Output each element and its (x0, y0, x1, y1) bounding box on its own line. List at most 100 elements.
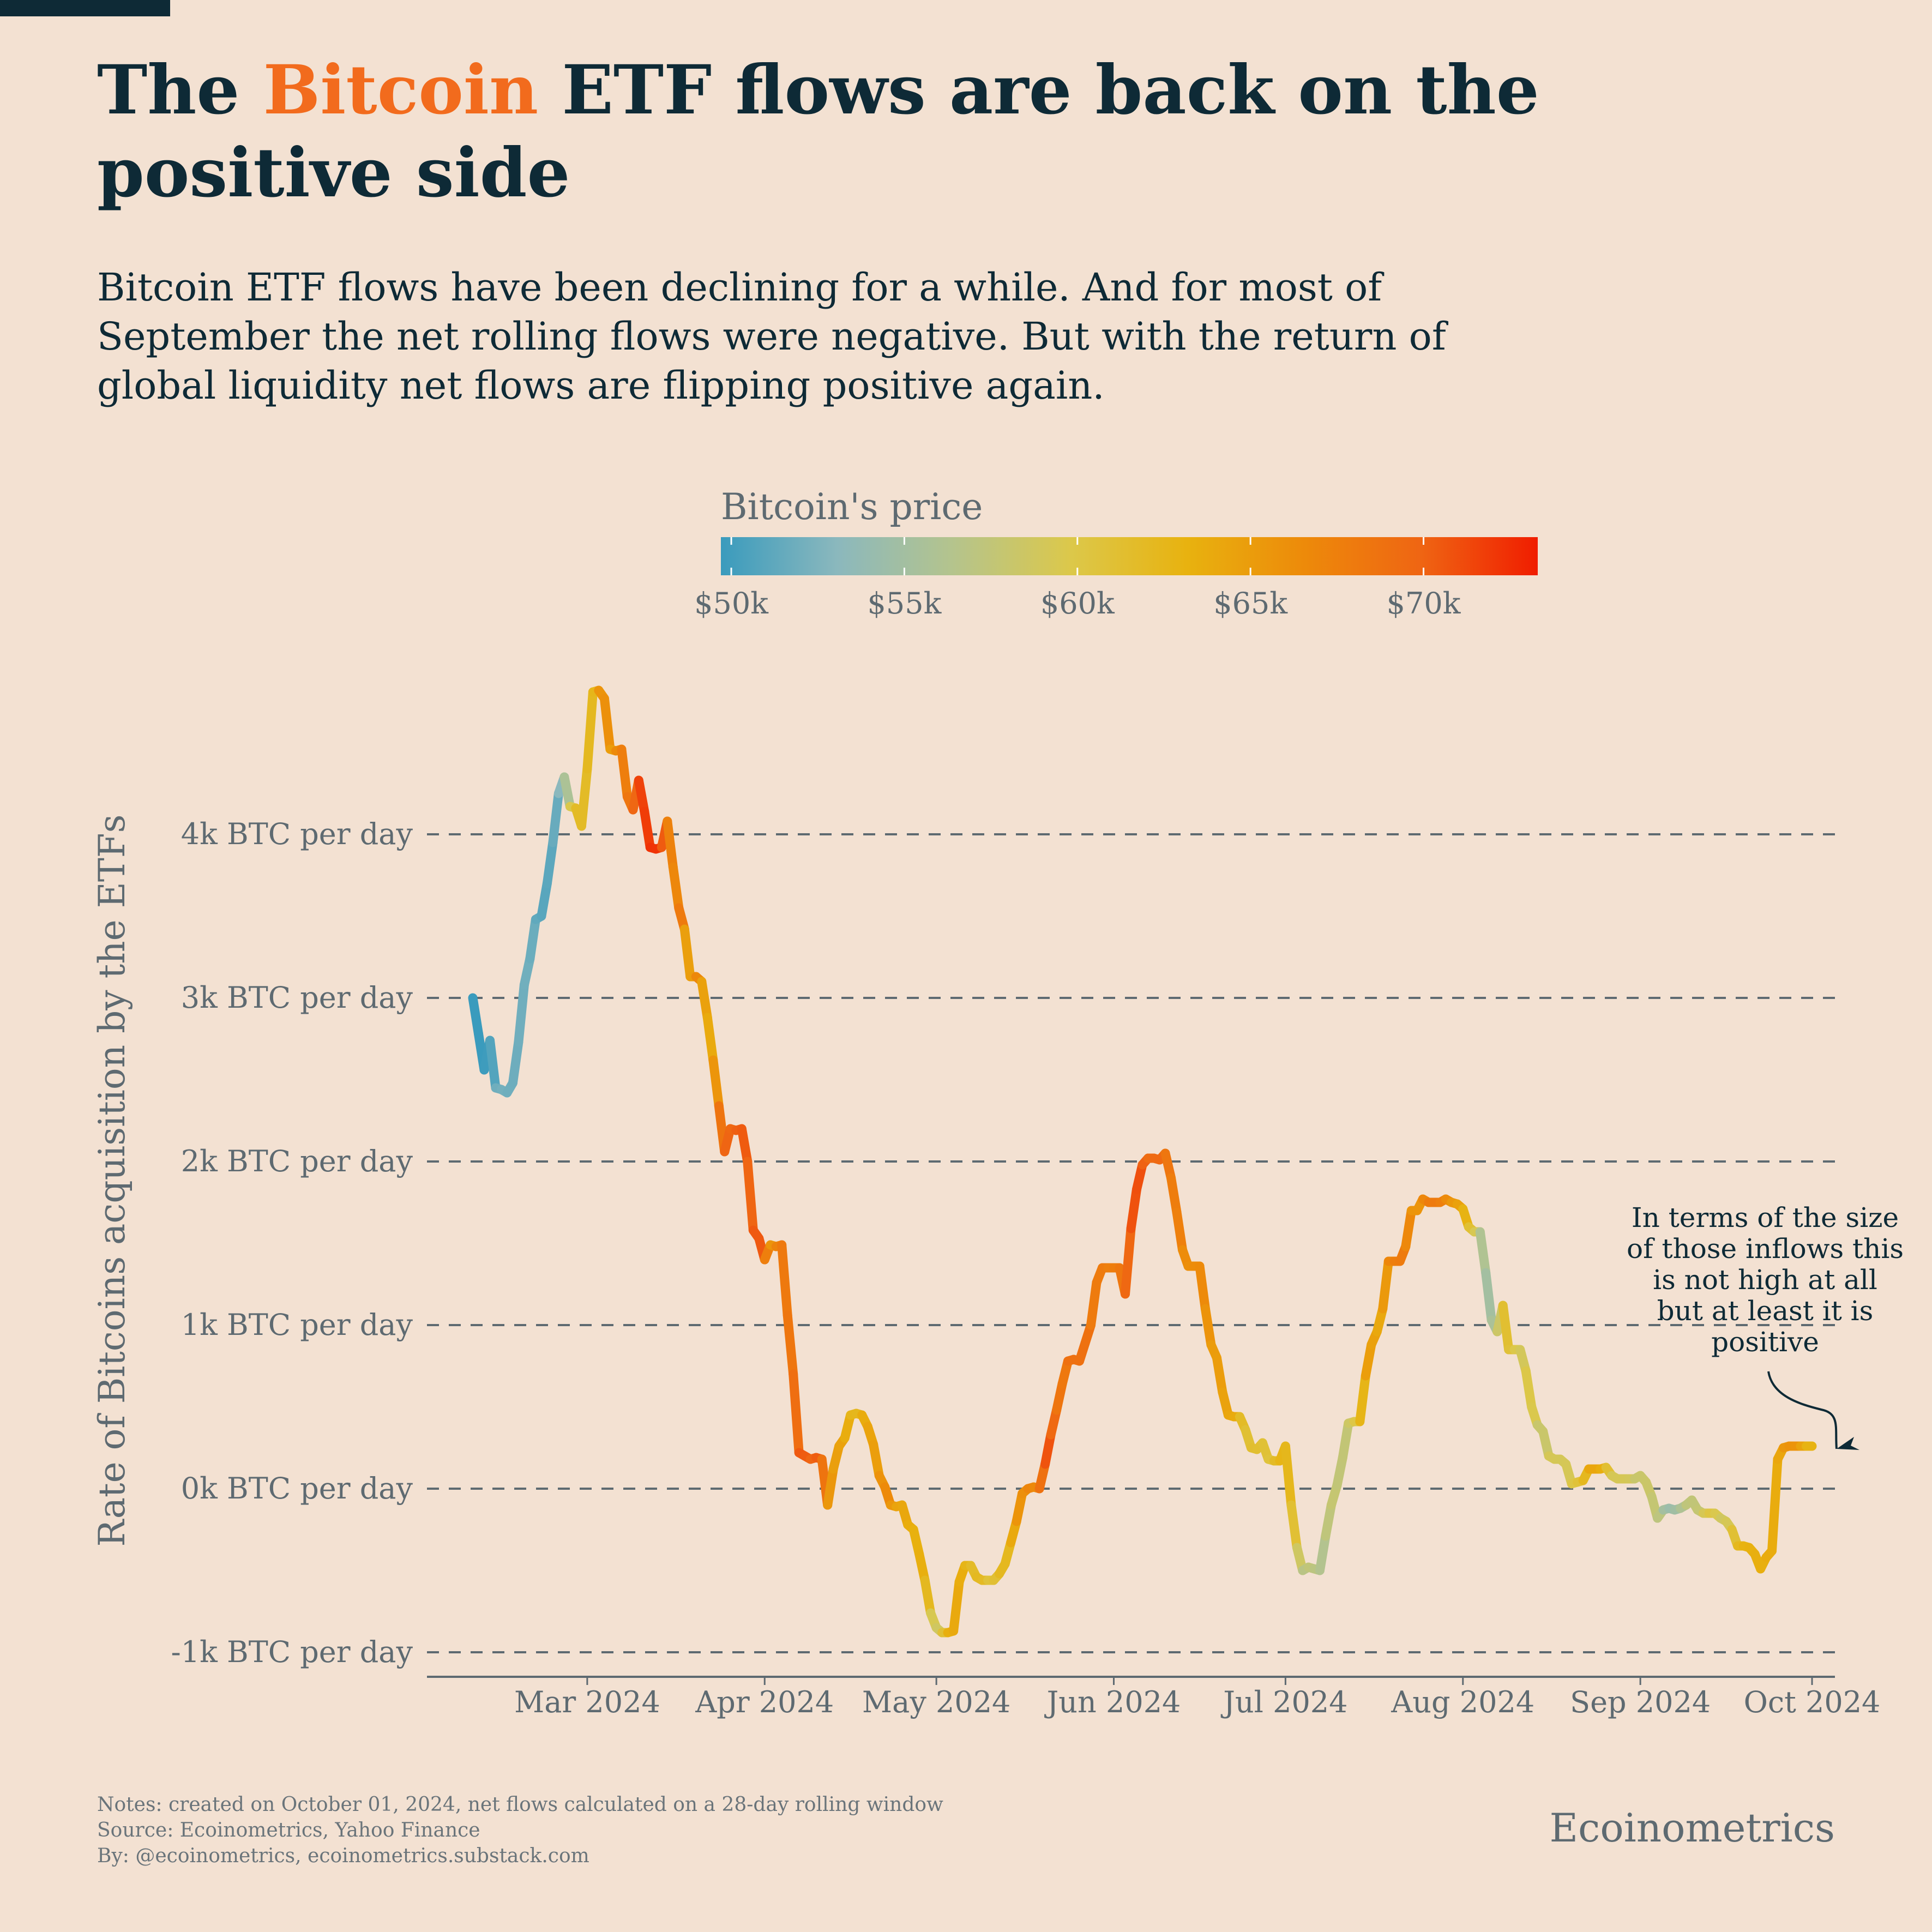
annotation-text: of those inflows this (1627, 1233, 1904, 1265)
series-segment (468, 993, 483, 1039)
series-segment (1166, 1173, 1182, 1217)
annotation-arrow (1767, 1371, 1838, 1449)
gridlines (427, 833, 1835, 1653)
annotation-text: positive (1711, 1326, 1819, 1358)
series-segment (485, 1036, 501, 1093)
colorbar-tick-label: $55k (868, 586, 942, 621)
series-segment (663, 816, 678, 872)
series-segment (1315, 1531, 1331, 1575)
series-segment (708, 1055, 724, 1111)
series-segment (697, 977, 712, 1022)
title-part-2: ETF flows are back on the positive side (97, 51, 1539, 213)
series-segment (783, 1310, 798, 1379)
series-segment (1401, 1206, 1416, 1251)
series-segment (1121, 1224, 1136, 1299)
title-highlight: Bitcoin (263, 51, 539, 130)
y-axis-tick-labels: -1k BTC per day 0k BTC per day 1k BTC per … (171, 817, 413, 1669)
series-segment (537, 878, 552, 921)
x-axis-ticks: Mar 2024 Apr 2024 May 2024 Jun 2024 Jul 2024… (514, 1677, 1880, 1719)
colorbar-tick-label: $65k (1213, 586, 1288, 621)
series-segment (1212, 1353, 1227, 1397)
y-tick-label: 1k BTC per day (181, 1308, 413, 1342)
series-segment (599, 694, 615, 754)
annotation-text: is not high at all (1653, 1264, 1877, 1296)
x-tick-label: Sep 2024 (1570, 1685, 1711, 1719)
series-segment (548, 789, 563, 847)
series-segment (668, 862, 684, 913)
series-segment (1475, 1227, 1491, 1278)
y-tick-label: -1k BTC per day (171, 1635, 413, 1669)
series-segment (576, 764, 592, 831)
colorbar-title: Bitcoin's price (721, 486, 983, 528)
chart-subtitle: Bitcoin ETF flows have been declining fo… (97, 265, 1446, 408)
colorbar-tick-label: $60k (1040, 586, 1115, 621)
series-segment (949, 1577, 964, 1636)
series-segment (1200, 1304, 1216, 1350)
series-segment (920, 1575, 936, 1618)
series-segment (1321, 1500, 1336, 1541)
annotation-arrowhead (1837, 1437, 1859, 1450)
series-segment (1195, 1261, 1210, 1314)
x-tick-label: Jun 2024 (1044, 1685, 1181, 1719)
series-segment (1332, 1453, 1347, 1490)
series-segment (582, 687, 598, 774)
y-tick-label: 0k BTC per day (181, 1471, 413, 1506)
annotation-text: but at least it is (1657, 1295, 1874, 1327)
series-segment (679, 924, 695, 982)
series-segment (702, 1013, 718, 1065)
x-tick-label: Jul 2024 (1220, 1685, 1347, 1719)
series-segment (869, 1440, 884, 1480)
x-tick-label: Oct 2024 (1744, 1685, 1881, 1719)
series-segment (1126, 1184, 1141, 1233)
notes-line: Notes: created on October 01, 2024, net … (97, 1793, 943, 1816)
corner-accent-bar (0, 0, 170, 16)
colorbar: Bitcoin's price $50k $55k $60k $65k $70k (694, 486, 1538, 621)
series-segment (525, 914, 540, 964)
series-segment (823, 1464, 838, 1510)
source-line: Source: Ecoinometrics, Yahoo Finance (97, 1819, 480, 1841)
y-axis-title: Rate of Bitcoins acquisition by the ETFs (91, 814, 133, 1546)
y-tick-label: 4k BTC per day (181, 817, 413, 851)
series-segment (1521, 1366, 1537, 1412)
series-segment (1361, 1340, 1376, 1381)
series-segment (1280, 1441, 1296, 1510)
series-line (468, 685, 1817, 1638)
x-tick-label: Mar 2024 (514, 1685, 660, 1719)
footer-notes: Notes: created on October 01, 2024, net … (97, 1792, 943, 1869)
series-segment (1338, 1418, 1353, 1462)
x-tick-label: Aug 2024 (1391, 1685, 1534, 1719)
series-segment (1040, 1430, 1056, 1469)
series-segment (640, 806, 655, 852)
series-segment (617, 744, 632, 802)
series-segment (542, 838, 558, 888)
series-segment (777, 1240, 792, 1320)
title-part-1: The (97, 51, 263, 130)
series-segment (514, 980, 529, 1047)
series-segment (559, 772, 575, 811)
series-segment (789, 1369, 804, 1458)
series-segment (1378, 1256, 1393, 1314)
x-tick-label: Apr 2024 (695, 1685, 834, 1719)
series-segment (1498, 1301, 1514, 1355)
colorbar-tick-label: $50k (694, 586, 769, 621)
series-segment (1012, 1489, 1027, 1526)
x-tick-label: May 2024 (862, 1685, 1011, 1719)
series-segment (1767, 1454, 1783, 1556)
series-segment (1172, 1207, 1187, 1255)
series-segment (508, 1037, 523, 1088)
series-segment (743, 1157, 758, 1235)
series-segment (1086, 1278, 1102, 1330)
colorbar-gradient (721, 537, 1538, 575)
series-segment (737, 1124, 753, 1166)
brand-logo-text: Ecoinometrics (1549, 1805, 1835, 1851)
by-line: By: @ecoinometrics, ecoinometrics.substa… (97, 1845, 589, 1867)
chart-title: The Bitcoin ETF flows are back on the po… (97, 49, 1733, 215)
y-tick-label: 2k BTC per day (181, 1144, 413, 1178)
y-tick-label: 3k BTC per day (181, 980, 413, 1015)
series-segment (1355, 1371, 1370, 1427)
series-segment (634, 775, 649, 816)
annotation-text: In terms of the size (1632, 1202, 1899, 1233)
colorbar-tick-label: $70k (1387, 586, 1461, 621)
